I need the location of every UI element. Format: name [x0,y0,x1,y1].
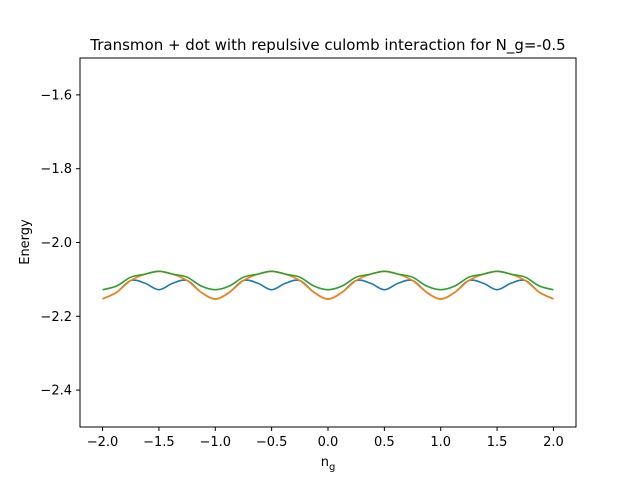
x-axis-label: ng [321,455,336,473]
series-layer [102,270,554,300]
x-axis-ticks: −2.0 −1.5 −1.0 −0.5 0.0 0.5 1.0 1.5 2.0 [87,427,564,450]
y-axis-ticks: −2.4 −2.2 −2.0 −1.8 −1.6 [40,88,80,399]
y-tick-label: −1.8 [40,162,72,177]
x-tick-label: −2.0 [87,435,119,450]
x-axis-label-subscript: g [329,462,335,473]
x-tick-label: −1.0 [199,435,231,450]
chart-title: Transmon + dot with repulsive culomb int… [89,36,565,55]
y-axis-label: Energy [18,219,33,265]
x-tick-label: 0.5 [374,435,395,450]
y-tick-label: −2.2 [40,310,72,325]
series-line-green [102,270,554,291]
y-tick-label: −2.0 [40,236,72,251]
x-tick-label: 2.0 [543,435,564,450]
x-tick-label: 1.5 [487,435,508,450]
x-tick-label: 0.0 [318,435,339,450]
x-tick-label: −0.5 [256,435,288,450]
y-tick-label: −2.4 [40,384,72,399]
x-axis-label-main: n [321,455,329,470]
y-tick-label: −1.6 [40,88,72,103]
x-tick-label: −1.5 [143,435,175,450]
x-tick-label: 1.0 [430,435,451,450]
